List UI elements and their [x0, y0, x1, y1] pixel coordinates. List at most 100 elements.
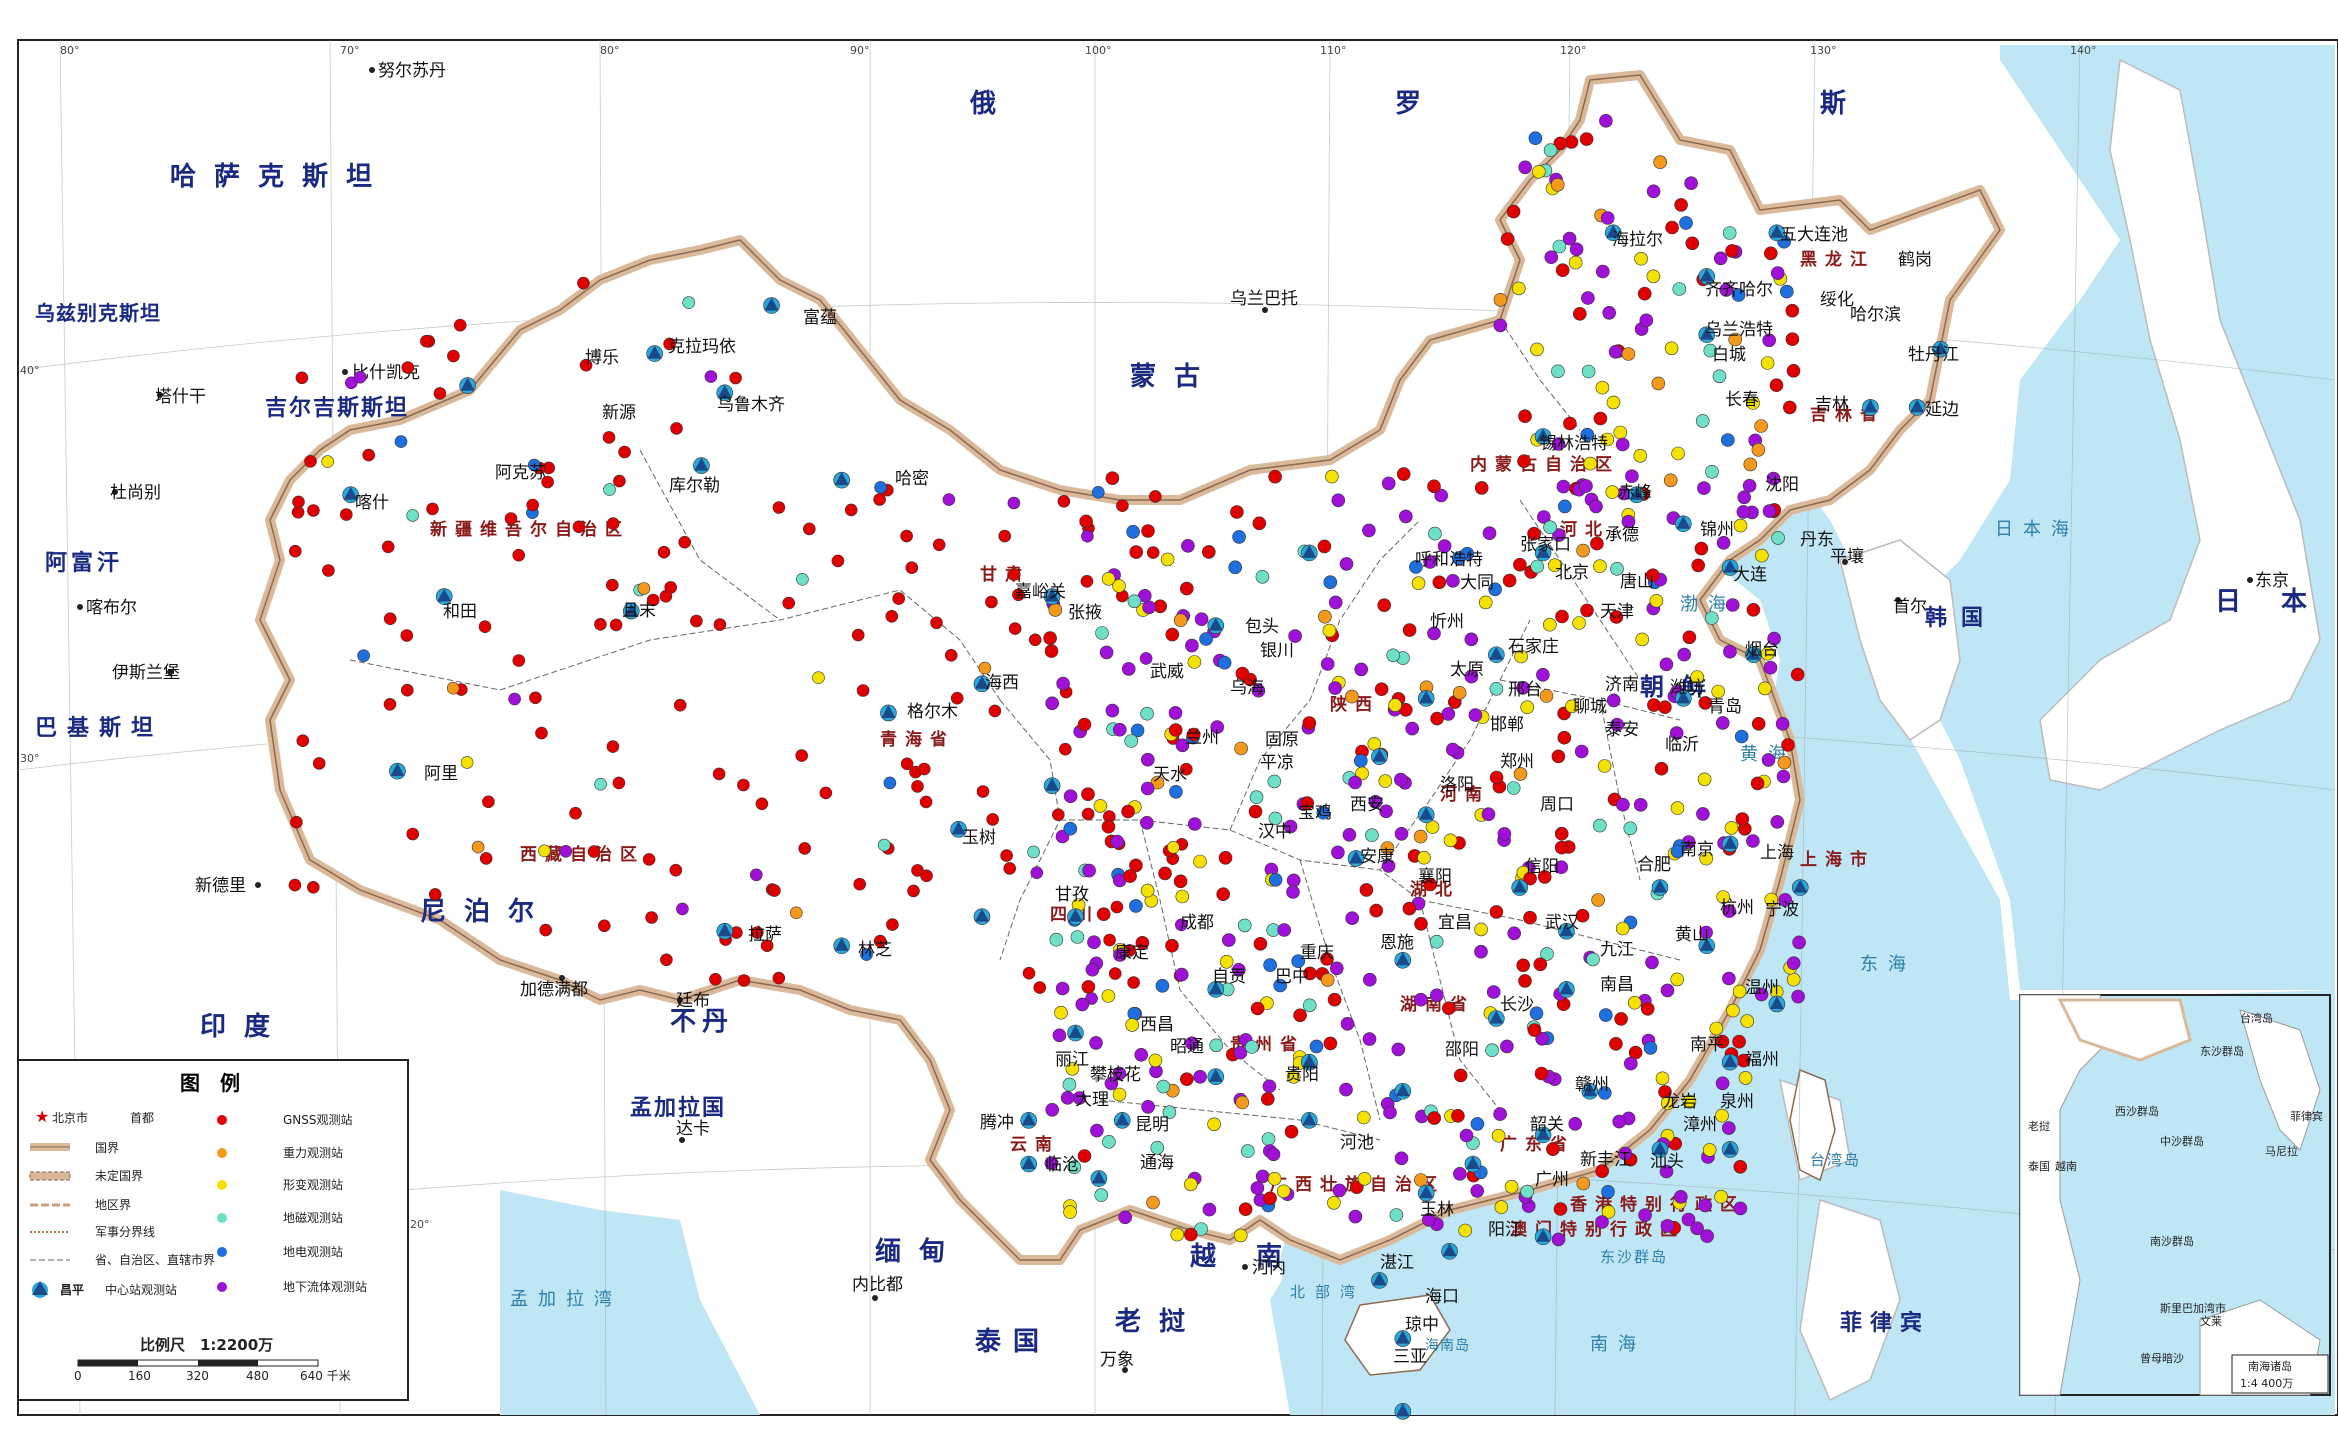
station-marker [504, 512, 518, 525]
center-station-marker [1417, 690, 1435, 707]
center-station-marker [1371, 748, 1388, 765]
station-marker [976, 785, 990, 798]
station-marker [1535, 1032, 1549, 1046]
inset-vietnam: 越南 [2055, 1159, 2077, 1173]
station-marker [1721, 433, 1735, 447]
station-marker [1600, 211, 1615, 225]
station-marker [1121, 804, 1135, 819]
station-marker [1681, 1212, 1696, 1227]
station-marker [737, 974, 751, 987]
station-marker [1646, 184, 1661, 199]
label-hami: 哈密 [895, 469, 929, 489]
tick-lon-110: 110° [1320, 44, 1347, 57]
station-marker [892, 592, 906, 605]
station-marker [1690, 670, 1704, 684]
station-marker [1302, 998, 1317, 1013]
station-marker [1125, 1018, 1139, 1032]
station-marker [479, 852, 493, 865]
center-station-marker [1347, 850, 1365, 867]
label-nanping: 南平 [1690, 1035, 1724, 1055]
station-marker [1660, 1096, 1675, 1110]
station-marker [1633, 797, 1648, 812]
station-marker [1417, 850, 1431, 865]
station-marker [597, 919, 611, 933]
station-marker [1374, 682, 1389, 697]
station-marker [594, 777, 607, 791]
label-india: 印度 [200, 1011, 288, 1042]
center-station-marker [1721, 559, 1739, 576]
label-kyrgyzstan: 吉尔吉斯斯坦 [265, 395, 409, 421]
station-marker [1110, 834, 1124, 849]
center-station-marker [1394, 1330, 1412, 1347]
station-marker [1625, 469, 1639, 484]
center-station-marker [1488, 1010, 1505, 1027]
center-station-marker [1464, 1155, 1482, 1173]
station-marker [1615, 437, 1630, 452]
station-marker [1786, 956, 1801, 971]
station-marker [1615, 921, 1630, 936]
station-marker [1691, 558, 1705, 573]
center-station-marker [459, 377, 476, 394]
station-marker [1655, 1071, 1670, 1086]
station-marker [1233, 1045, 1248, 1060]
station-marker [1162, 1105, 1177, 1119]
station-marker [1785, 303, 1800, 318]
station-marker [1428, 526, 1442, 541]
label-heilongjiang: 黑龙江 [1800, 249, 1875, 270]
station-marker [1554, 860, 1569, 875]
station-marker [1102, 1135, 1116, 1149]
station-marker [1049, 932, 1064, 947]
station-marker [1751, 716, 1766, 731]
station-marker [1000, 849, 1013, 862]
label-tibet: 西藏自治区 [520, 844, 645, 865]
station-marker [1105, 471, 1120, 486]
station-marker [1645, 955, 1659, 970]
label-xinzhou: 忻州 [1430, 612, 1464, 632]
station-marker [1101, 989, 1116, 1003]
station-marker [919, 795, 933, 809]
station-marker [1470, 1117, 1485, 1131]
station-marker [1028, 633, 1042, 647]
label-ulanhot: 乌兰浩特 [1705, 320, 1773, 340]
station-marker [1320, 657, 1335, 671]
label-shaoyang: 邵阳 [1445, 1040, 1479, 1060]
station-marker [526, 498, 540, 512]
station-marker [1129, 858, 1143, 873]
legend-item-3: 地区界 [95, 1198, 131, 1212]
label-east-sea: 东海 [1860, 954, 1916, 975]
station-marker [1216, 887, 1230, 902]
station-marker [1780, 284, 1794, 299]
label-chifeng: 赤峰 [1618, 483, 1652, 503]
station-marker [1379, 804, 1393, 819]
station-marker [1345, 911, 1359, 926]
label-naypyidaw: 内比都 [852, 1275, 903, 1295]
station-marker [900, 757, 914, 771]
station-marker [1075, 997, 1090, 1012]
scale-tick-0: 0 [74, 1369, 82, 1383]
legend-geoelectric: 地电观测站 [283, 1245, 343, 1259]
station-marker [339, 508, 353, 521]
legend-item-2: 未定国界 [95, 1168, 143, 1183]
station-marker [1715, 1108, 1729, 1123]
station-marker [1746, 602, 1761, 617]
station-marker [1085, 962, 1100, 977]
label-yangjiang: 阳江 [1488, 1220, 1522, 1240]
label-yichang: 宜昌 [1438, 913, 1472, 933]
label-zhangjiakou: 张家口 [1520, 535, 1571, 555]
center-station-marker [1698, 937, 1716, 955]
label-enshi: 恩施 [1380, 933, 1414, 953]
label-nursultan: 努尔苏丹 [378, 61, 446, 81]
station-marker [433, 387, 447, 400]
station-marker [1101, 819, 1116, 834]
station-marker [1518, 160, 1532, 175]
center-station-marker [1768, 995, 1786, 1013]
label-nyingchi: 林芝 [858, 940, 892, 960]
station-marker [1081, 807, 1095, 821]
station-marker [353, 370, 367, 384]
station-marker [988, 704, 1002, 718]
station-marker [1103, 933, 1116, 947]
station-marker [1596, 264, 1610, 279]
station-marker [1175, 889, 1190, 904]
label-thimphu: 廷布 [676, 991, 710, 1011]
station-marker [802, 522, 816, 536]
